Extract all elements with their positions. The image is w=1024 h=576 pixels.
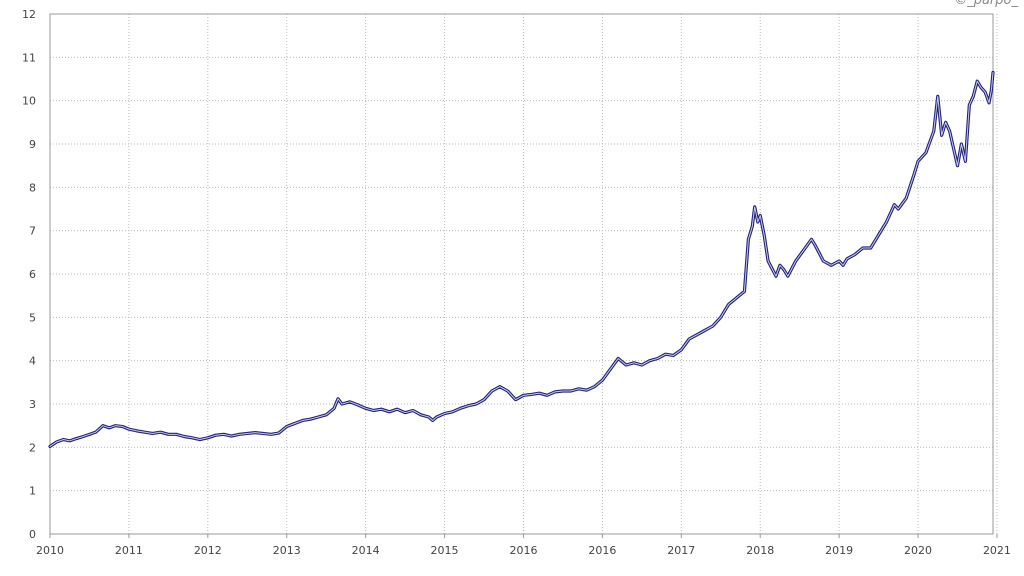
y-tick-label: 4 (29, 355, 36, 368)
y-tick-label: 12 (22, 8, 36, 21)
x-tick-label: 2016 (509, 544, 537, 557)
y-tick-label: 11 (22, 51, 36, 64)
x-tick-label: 2021 (983, 544, 1011, 557)
x-tick-label: 2011 (115, 544, 143, 557)
series-line (48, 70, 995, 449)
x-tick-label: 2020 (904, 544, 932, 557)
y-tick-label: 2 (29, 441, 36, 454)
series-line-highlight (49, 72, 994, 447)
x-tick-label: 2014 (352, 544, 380, 557)
watermark-text: ©_parpo_ (954, 0, 1018, 8)
series-layer (48, 70, 995, 449)
x-tick-label: 2013 (273, 544, 301, 557)
y-tick-label: 3 (29, 398, 36, 411)
y-tick-label: 8 (29, 181, 36, 194)
x-axis-ticks: 2010 2011 2012 2013 2014 2015 2016 2016 2017 2018… (36, 534, 1011, 557)
y-tick-label: 9 (29, 138, 36, 151)
y-tick-label: 7 (29, 225, 36, 238)
y-tick-label: 6 (29, 268, 36, 281)
x-tick-label: 2018 (746, 544, 774, 557)
x-tick-label: 2015 (431, 544, 459, 557)
x-tick-label: 2016 (588, 544, 616, 557)
y-tick-label: 5 (29, 311, 36, 324)
y-tick-label: 0 (29, 528, 36, 541)
grid (50, 14, 998, 534)
y-tick-label: 1 (29, 485, 36, 498)
x-tick-label: 2017 (667, 544, 695, 557)
plot-area-frame (49, 13, 994, 535)
x-tick-label: 2010 (36, 544, 64, 557)
x-tick-label: 2012 (194, 544, 222, 557)
y-tick-label: 10 (22, 95, 36, 108)
x-tick-label: 2019 (825, 544, 853, 557)
